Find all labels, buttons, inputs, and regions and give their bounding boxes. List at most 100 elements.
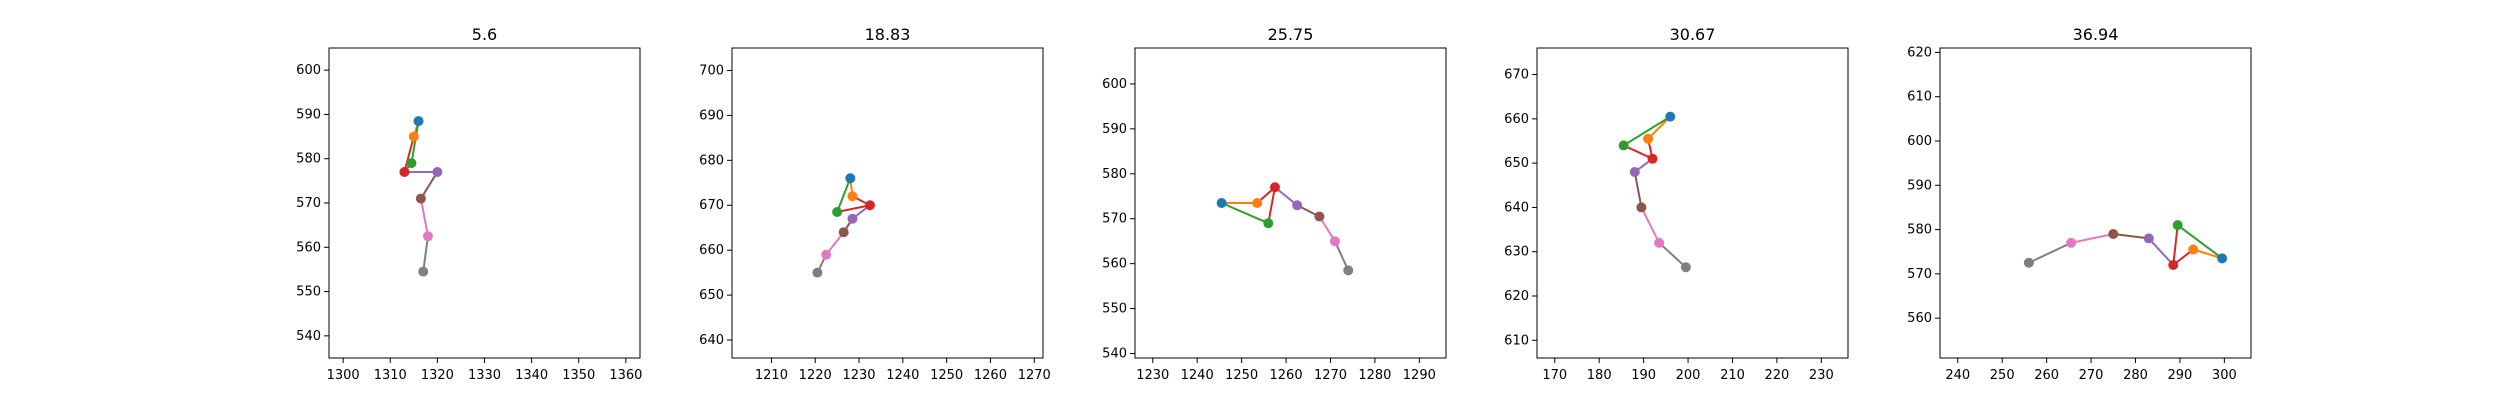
x-tick-label: 1270 <box>1314 368 1347 383</box>
chart-panel-4: 30.67 170 180 190 200 210 220 230 610 620 630 640 65… <box>1504 25 1849 383</box>
keypoint-7 <box>812 267 823 278</box>
x-tick-label: 260 <box>2034 368 2059 383</box>
skeleton-edge-1 <box>410 120 420 164</box>
y-tick-label: 590 <box>296 107 321 122</box>
x-tick-label: 1330 <box>468 368 501 383</box>
skeleton-edge-7 <box>422 236 429 272</box>
x-tick-label: 1360 <box>609 368 642 383</box>
x-tick-label: 240 <box>1945 368 1970 383</box>
y-tick-label: 630 <box>1504 245 1529 260</box>
skeleton-edge-7 <box>1334 240 1350 271</box>
y-tick-label: 660 <box>699 243 724 258</box>
keypoint-4 <box>432 167 443 177</box>
y-tick-label: 610 <box>1907 90 1932 105</box>
x-tick-label: 1220 <box>799 368 832 383</box>
keypoint-5 <box>2108 229 2119 239</box>
y-tick-label: 590 <box>1102 122 1127 137</box>
chart-title: 30.67 <box>1670 25 1716 44</box>
keypoint-1 <box>1643 133 1654 144</box>
skeleton-edge-4 <box>2148 237 2174 266</box>
y-tick-label: 640 <box>1504 200 1529 215</box>
y-tick-label: 600 <box>296 63 321 78</box>
keypoint-1 <box>847 191 858 202</box>
x-tick-label: 230 <box>1809 368 1834 383</box>
x-tick-label: 1230 <box>842 368 875 383</box>
keypoint-3 <box>864 200 875 211</box>
y-tick-label: 580 <box>296 152 321 167</box>
x-tick-label: 1260 <box>1270 368 1303 383</box>
keypoint-6 <box>422 231 433 242</box>
y-tick-label: 570 <box>1907 267 1932 282</box>
x-tick-label: 1240 <box>886 368 919 383</box>
keypoint-3 <box>1647 153 1658 164</box>
keypoint-1 <box>408 131 419 142</box>
skeleton-edge-5 <box>1633 171 1643 208</box>
skeleton-edge-7 <box>2028 241 2072 264</box>
x-tick-label: 1260 <box>974 368 1007 383</box>
keypoint-3 <box>399 167 410 177</box>
keypoint-4 <box>2143 233 2154 244</box>
keypoint-7 <box>2023 257 2034 268</box>
keypoint-6 <box>2066 237 2077 248</box>
keypoint-2 <box>1263 218 1274 229</box>
y-tick-label: 570 <box>296 196 321 211</box>
x-tick-label: 280 <box>2123 368 2148 383</box>
y-tick-label: 570 <box>1102 212 1127 227</box>
keypoint-0 <box>1665 111 1676 122</box>
y-tick-label: 660 <box>1504 112 1529 127</box>
y-tick-label: 550 <box>1102 302 1127 317</box>
skeleton-edge-0 <box>2192 248 2223 260</box>
skeleton-edge-3 <box>2172 225 2179 266</box>
x-tick-label: 1300 <box>327 368 360 383</box>
x-tick-label: 270 <box>2079 368 2104 383</box>
skeleton-edge-2 <box>403 136 415 173</box>
x-tick-label: 300 <box>2212 368 2237 383</box>
skeleton-edge-0 <box>1647 115 1671 140</box>
plot-frame <box>1134 47 1447 359</box>
chart-panel-5: 36.94 240 250 260 270 280 290 300 560 570 580 590 60… <box>1907 25 2252 383</box>
chart-panel-1: 5.6 1300 1310 1320 1330 1340 1350 1360 540 550 560… <box>296 25 642 383</box>
y-tick-label: 560 <box>296 240 321 255</box>
keypoint-2 <box>1618 140 1629 151</box>
x-tick-label: 1340 <box>515 368 548 383</box>
keypoint-5 <box>1636 202 1647 213</box>
y-tick-label: 550 <box>296 285 321 300</box>
y-tick-label: 650 <box>699 288 724 303</box>
plot-frame <box>1939 47 2252 359</box>
keypoint-6 <box>821 249 832 260</box>
plot-frame <box>328 47 641 359</box>
x-tick-label: 1240 <box>1181 368 1214 383</box>
chart-title: 36.94 <box>2073 25 2119 44</box>
keypoint-3 <box>1269 182 1280 193</box>
x-tick-label: 200 <box>1676 368 1701 383</box>
skeleton-edge-1 <box>1221 202 1269 225</box>
x-tick-label: 1250 <box>930 368 963 383</box>
keypoint-4 <box>1292 200 1303 211</box>
x-tick-label: 1210 <box>755 368 788 383</box>
x-tick-label: 1310 <box>374 368 407 383</box>
x-tick-label: 250 <box>1990 368 2015 383</box>
chart-title: 18.83 <box>865 25 911 44</box>
skeleton-edge-3 <box>1267 187 1276 224</box>
y-tick-label: 610 <box>1504 333 1529 348</box>
keypoint-1 <box>1252 198 1263 208</box>
keypoint-7 <box>1680 262 1691 273</box>
keypoint-5 <box>1314 211 1325 222</box>
keypoint-5 <box>415 193 426 204</box>
x-tick-label: 190 <box>1631 368 1656 383</box>
skeleton-edge-1 <box>1623 115 1671 147</box>
keypoint-6 <box>1654 237 1665 248</box>
x-tick-label: 210 <box>1720 368 1745 383</box>
keypoint-7 <box>418 266 429 277</box>
skeleton-edge-3 <box>836 204 871 213</box>
plot-frame <box>1536 47 1849 359</box>
keypoint-7 <box>1343 265 1354 276</box>
y-tick-label: 620 <box>1504 289 1529 304</box>
y-tick-label: 600 <box>1102 77 1127 92</box>
skeleton-edge-1 <box>836 177 852 213</box>
y-tick-label: 560 <box>1907 311 1932 326</box>
keypoint-5 <box>838 227 849 238</box>
y-tick-label: 640 <box>699 333 724 348</box>
skeleton-edge-5 <box>420 171 439 200</box>
